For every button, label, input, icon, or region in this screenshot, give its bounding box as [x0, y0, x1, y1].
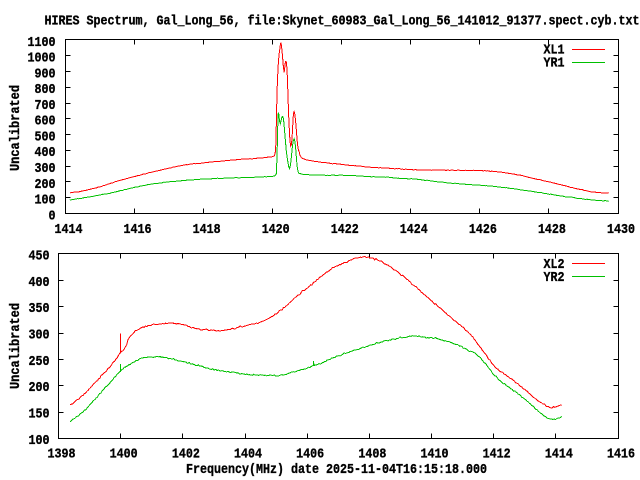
svg-text:200: 200: [29, 380, 50, 396]
svg-text:1400: 1400: [110, 446, 138, 462]
svg-text:450: 450: [29, 248, 50, 264]
svg-text:150: 150: [29, 407, 50, 423]
svg-text:700: 700: [35, 98, 56, 114]
svg-text:1404: 1404: [234, 446, 262, 462]
svg-text:1416: 1416: [607, 446, 635, 462]
svg-text:XL2: XL2: [544, 257, 565, 273]
svg-text:400: 400: [29, 275, 50, 291]
svg-text:1420: 1420: [262, 222, 290, 238]
svg-text:Frequency(MHz) date 2025-11-04: Frequency(MHz) date 2025-11-04T16:15:18.…: [186, 462, 487, 478]
svg-text:1414: 1414: [55, 222, 83, 238]
svg-text:1402: 1402: [172, 446, 200, 462]
svg-text:1398: 1398: [48, 446, 76, 462]
svg-text:1406: 1406: [296, 446, 324, 462]
svg-text:XL1: XL1: [544, 43, 565, 59]
svg-text:100: 100: [35, 193, 56, 209]
svg-text:1426: 1426: [469, 222, 497, 238]
svg-text:1430: 1430: [607, 222, 635, 238]
svg-text:1000: 1000: [28, 51, 56, 67]
svg-text:900: 900: [35, 66, 56, 82]
svg-text:1428: 1428: [538, 222, 566, 238]
svg-text:1100: 1100: [28, 35, 56, 51]
svg-text:1418: 1418: [193, 222, 221, 238]
svg-text:600: 600: [35, 114, 56, 130]
svg-text:0: 0: [49, 208, 56, 224]
svg-text:Uncalibrated: Uncalibrated: [8, 85, 24, 171]
svg-text:300: 300: [35, 161, 56, 177]
svg-text:1408: 1408: [358, 446, 386, 462]
svg-text:1424: 1424: [400, 222, 428, 238]
svg-text:500: 500: [35, 129, 56, 145]
svg-text:250: 250: [29, 354, 50, 370]
svg-text:1410: 1410: [421, 446, 449, 462]
svg-text:1422: 1422: [331, 222, 359, 238]
svg-text:350: 350: [29, 301, 50, 317]
svg-text:800: 800: [35, 82, 56, 98]
svg-text:300: 300: [29, 327, 50, 343]
svg-text:HIRES Spectrum, Gal_Long_56, f: HIRES Spectrum, Gal_Long_56, file:Skynet…: [45, 14, 640, 30]
svg-text:YR2: YR2: [544, 270, 565, 286]
svg-text:400: 400: [35, 145, 56, 161]
svg-text:Uncalibrated: Uncalibrated: [8, 303, 24, 389]
svg-text:YR1: YR1: [544, 56, 565, 72]
svg-text:200: 200: [35, 177, 56, 193]
svg-text:1414: 1414: [545, 446, 573, 462]
svg-text:1412: 1412: [483, 446, 511, 462]
svg-text:1416: 1416: [124, 222, 152, 238]
svg-text:100: 100: [29, 433, 50, 449]
